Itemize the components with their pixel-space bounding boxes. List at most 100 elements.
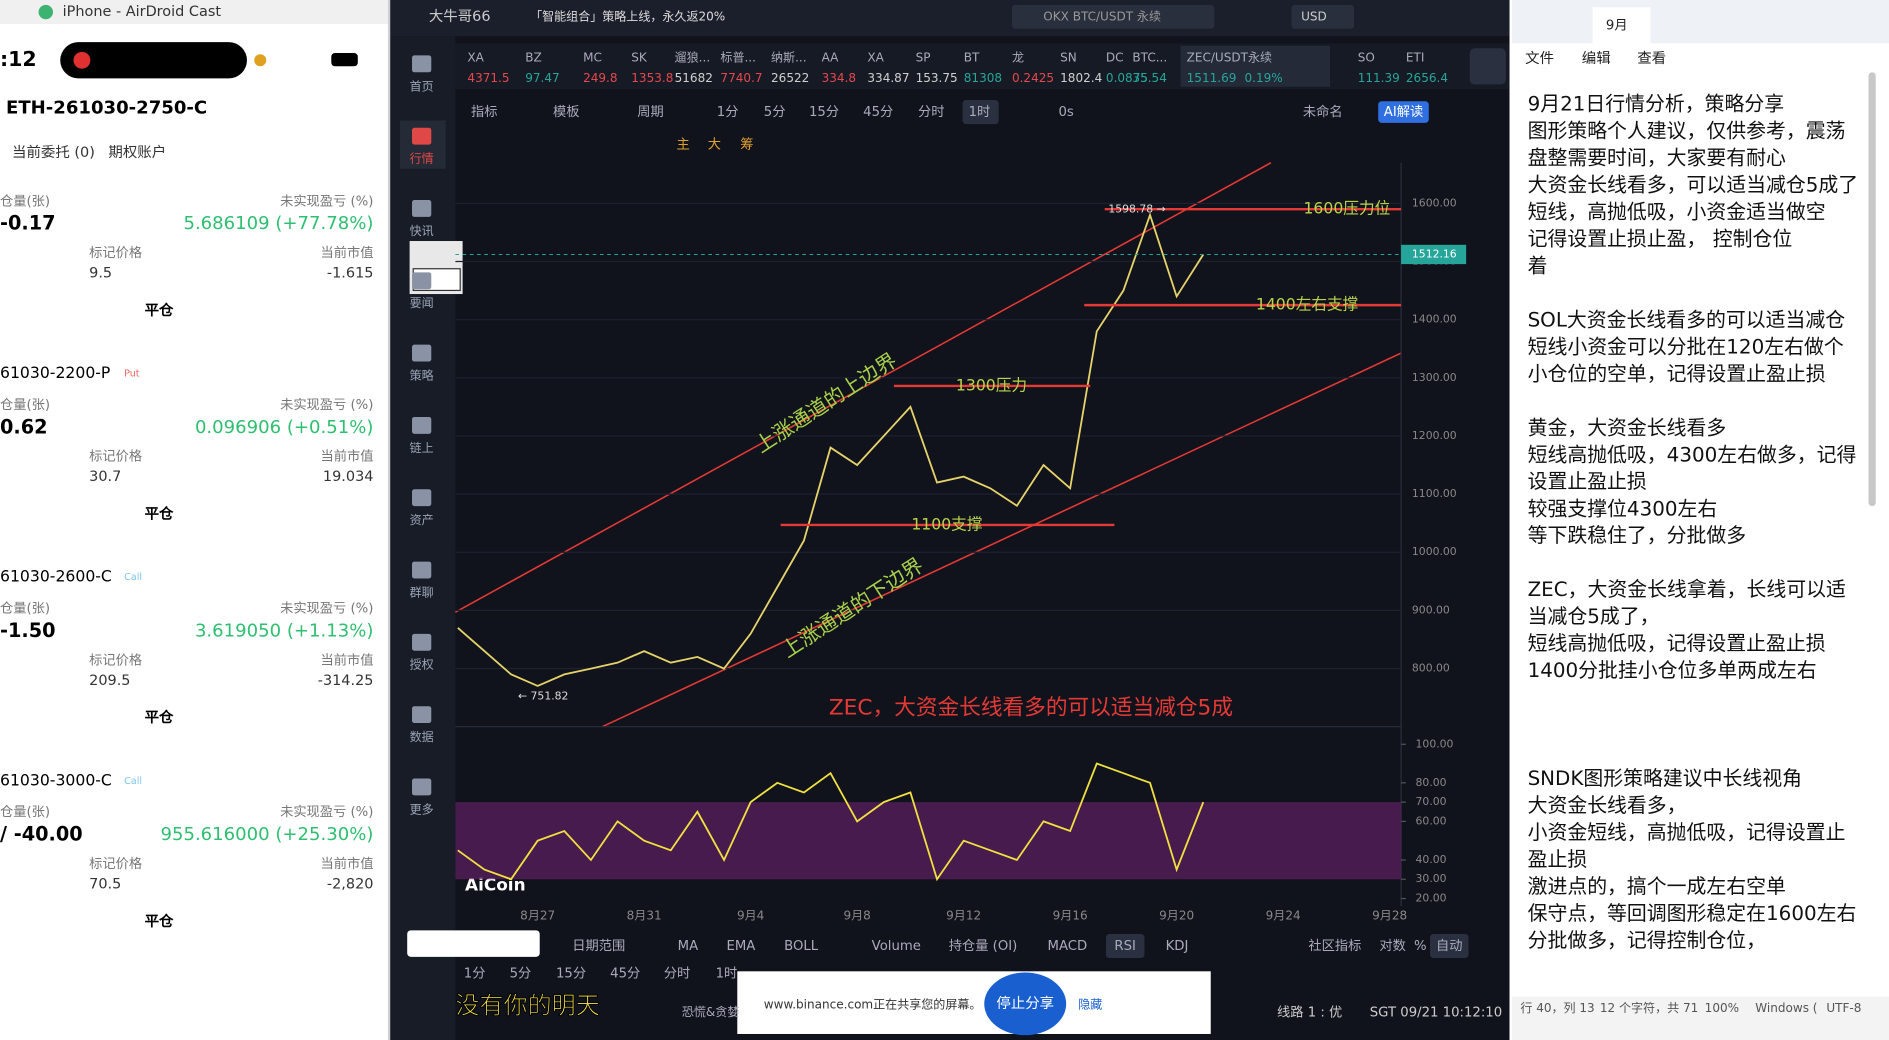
- period[interactable]: 1时: [716, 966, 738, 982]
- period[interactable]: 1分: [464, 966, 486, 982]
- period[interactable]: 分时: [664, 966, 691, 982]
- toolbar-item[interactable]: 0s: [1059, 105, 1074, 120]
- ticker-symbol[interactable]: SN: [1060, 50, 1077, 64]
- currency[interactable]: USD: [1301, 9, 1327, 23]
- ticker-symbol[interactable]: DC: [1106, 50, 1124, 64]
- drawing-tab[interactable]: 大: [708, 137, 721, 153]
- note-line: 1400分批挂小仓位多单两成左右: [1528, 659, 1817, 682]
- menu-item[interactable]: 编辑: [1582, 50, 1611, 67]
- indicator[interactable]: 社区指标: [1308, 938, 1361, 954]
- ticker-symbol[interactable]: BZ: [525, 50, 541, 64]
- indicator[interactable]: EMA: [726, 939, 755, 954]
- sidebar-item[interactable]: 策略: [410, 367, 434, 382]
- indicator[interactable]: BOLL: [784, 939, 819, 954]
- ticker-symbol[interactable]: XA: [867, 50, 884, 64]
- menu-item[interactable]: 文件: [1525, 50, 1554, 67]
- layout-button[interactable]: [1469, 48, 1506, 85]
- stop-share-button[interactable]: [984, 972, 1067, 1036]
- ticker-price: 0.0875: [1106, 71, 1148, 85]
- search-box[interactable]: [1011, 4, 1215, 29]
- channel-upper: [455, 162, 1272, 613]
- sidebar-item[interactable]: 首页: [410, 79, 434, 93]
- ticker-symbol[interactable]: ZEC/USDT永续: [1187, 50, 1272, 64]
- close-button[interactable]: 平仓: [145, 708, 174, 726]
- toolbar-item[interactable]: 分时: [918, 104, 945, 120]
- hide-link[interactable]: 隐藏: [1078, 998, 1102, 1012]
- toolbar-item[interactable]: 指标: [471, 104, 498, 120]
- indicator[interactable]: 自动: [1436, 938, 1463, 954]
- ai-button[interactable]: [1378, 101, 1429, 123]
- ticker-symbol[interactable]: 标普...: [720, 50, 756, 64]
- sidebar-item[interactable]: 授权: [410, 657, 434, 672]
- sidebar-item[interactable]: 群聊: [410, 585, 434, 599]
- value-label: 当前市值: [320, 448, 373, 465]
- ticker-symbol[interactable]: XA: [467, 50, 484, 64]
- sidebar-item[interactable]: 链上: [410, 440, 434, 455]
- period[interactable]: 15分: [556, 966, 586, 982]
- sidebar-icon: [412, 344, 432, 362]
- qty: -1.50: [0, 619, 56, 642]
- indicator[interactable]: %: [1414, 939, 1427, 954]
- indicator[interactable]: 对数: [1379, 938, 1406, 954]
- close-button[interactable]: 平仓: [145, 301, 174, 319]
- ticker-symbol[interactable]: 龙: [1012, 50, 1024, 64]
- rsi-tick-label: 100.00: [1416, 737, 1454, 750]
- toolbar-item[interactable]: 周期: [637, 104, 664, 120]
- period[interactable]: 5分: [510, 966, 532, 982]
- sidebar-item[interactable]: 更多: [410, 802, 434, 816]
- toolbar-item[interactable]: 1时: [969, 104, 991, 120]
- notepad-tab[interactable]: 9月: [1606, 18, 1628, 33]
- period[interactable]: 45分: [610, 966, 640, 982]
- ticker-symbol[interactable]: 遛狼...: [675, 49, 711, 64]
- ticker-symbol[interactable]: SK: [631, 50, 648, 64]
- indicator[interactable]: MA: [678, 939, 698, 954]
- position-tag: Call: [124, 776, 142, 787]
- ticker-symbol[interactable]: BT: [964, 50, 980, 64]
- ticker-symbol[interactable]: BTC...: [1132, 50, 1167, 64]
- stop-share[interactable]: 停止分享: [996, 995, 1054, 1012]
- toolbar-item[interactable]: 45分: [863, 104, 893, 120]
- sidebar-item[interactable]: 要闻: [410, 296, 434, 310]
- toolbar-item[interactable]: 模板: [553, 104, 580, 120]
- search[interactable]: OKX BTC/USDT 永续: [1043, 9, 1161, 23]
- toolbar-item[interactable]: 未命名: [1303, 103, 1343, 120]
- sidebar-icon: [412, 633, 432, 651]
- note-line: 短线小资金可以分批在120左右做个: [1528, 335, 1844, 358]
- sidebar-item[interactable]: 行情: [410, 152, 434, 166]
- tab[interactable]: 期权账户: [108, 144, 166, 161]
- toolbar-item[interactable]: 1分: [717, 104, 739, 120]
- ticker-symbol[interactable]: 纳斯...: [771, 50, 807, 64]
- sidebar-item[interactable]: 快讯: [410, 224, 434, 238]
- qty-label: 仓量(张): [0, 804, 50, 820]
- indicator[interactable]: KDJ: [1166, 939, 1189, 954]
- menu-item[interactable]: 查看: [1637, 50, 1666, 67]
- note-line: 黄金，大资金长线看多: [1528, 416, 1727, 439]
- ticker-symbol[interactable]: ETI: [1406, 50, 1424, 64]
- note-line: 等下跌稳住了，分批做多: [1528, 524, 1747, 547]
- indicator[interactable]: MACD: [1048, 939, 1088, 954]
- ticker-symbol[interactable]: MC: [583, 50, 602, 64]
- close-button[interactable]: 平仓: [145, 505, 174, 523]
- position-tag: Call: [124, 572, 142, 583]
- indicator[interactable]: 持仓量 (OI): [949, 938, 1018, 954]
- drawing-tab[interactable]: 主: [676, 137, 689, 153]
- sidebar-item[interactable]: 数据: [410, 729, 434, 744]
- ticker-symbol[interactable]: SO: [1358, 50, 1375, 64]
- toolbar-item[interactable]: 5分: [764, 104, 786, 120]
- close-button[interactable]: 平仓: [145, 912, 174, 930]
- toolbar-item[interactable]: AI解读: [1384, 104, 1423, 120]
- toolbar-item[interactable]: 15分: [809, 104, 839, 120]
- divider: [387, 0, 391, 1040]
- currency-box[interactable]: [1291, 4, 1355, 29]
- indicator[interactable]: Volume: [872, 939, 921, 954]
- indicator[interactable]: 日期范围: [572, 938, 625, 954]
- ticker-symbol[interactable]: SP: [916, 50, 931, 64]
- sidebar-item[interactable]: 资产: [410, 513, 434, 527]
- drawing-tab[interactable]: 筹: [740, 136, 753, 153]
- ticker-price: 334.8: [822, 71, 856, 85]
- ticker-symbol[interactable]: AA: [822, 50, 840, 64]
- y-tick-label: 1200.00: [1412, 429, 1457, 442]
- indicator[interactable]: RSI: [1114, 939, 1136, 954]
- tab[interactable]: 当前委托 (0): [12, 144, 95, 161]
